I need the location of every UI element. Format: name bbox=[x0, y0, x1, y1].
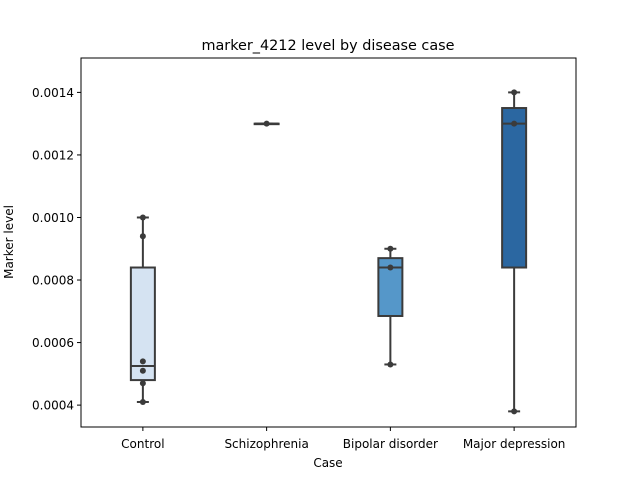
data-point bbox=[139, 398, 146, 405]
data-point bbox=[139, 214, 146, 221]
data-point bbox=[511, 408, 518, 415]
plot-area: 0.0004 0.0006 0.0008 0.0010 0.0012 0.0014 Cont… bbox=[32, 86, 565, 451]
data-point bbox=[511, 120, 518, 127]
x-tick-label: Major depression bbox=[463, 437, 566, 451]
axes-frame bbox=[80, 57, 577, 428]
data-point bbox=[263, 120, 270, 127]
data-point bbox=[511, 89, 518, 96]
data-point bbox=[139, 380, 146, 387]
y-tick-label: 0.0014 bbox=[32, 86, 74, 100]
y-tick-label: 0.0004 bbox=[32, 399, 74, 413]
data-point bbox=[387, 245, 394, 252]
data-point bbox=[387, 361, 394, 368]
x-tick-label: Control bbox=[121, 437, 164, 451]
y-tick-label: 0.0010 bbox=[32, 211, 74, 225]
data-point bbox=[139, 367, 146, 374]
chart-title: marker_4212 level by disease case bbox=[201, 38, 454, 54]
y-tick-label: 0.0006 bbox=[32, 336, 74, 350]
y-tick-label: 0.0008 bbox=[32, 274, 74, 288]
x-tick-label: Schizophrenia bbox=[224, 437, 308, 451]
y-axis-label: Marker level bbox=[2, 205, 16, 279]
x-tick-label: Bipolar disorder bbox=[343, 437, 438, 451]
box-iqr bbox=[501, 107, 528, 269]
y-tick-label: 0.0012 bbox=[32, 148, 74, 162]
data-point bbox=[139, 233, 146, 240]
data-point bbox=[139, 358, 146, 365]
x-axis-label: Case bbox=[313, 456, 342, 470]
data-point bbox=[387, 264, 394, 271]
